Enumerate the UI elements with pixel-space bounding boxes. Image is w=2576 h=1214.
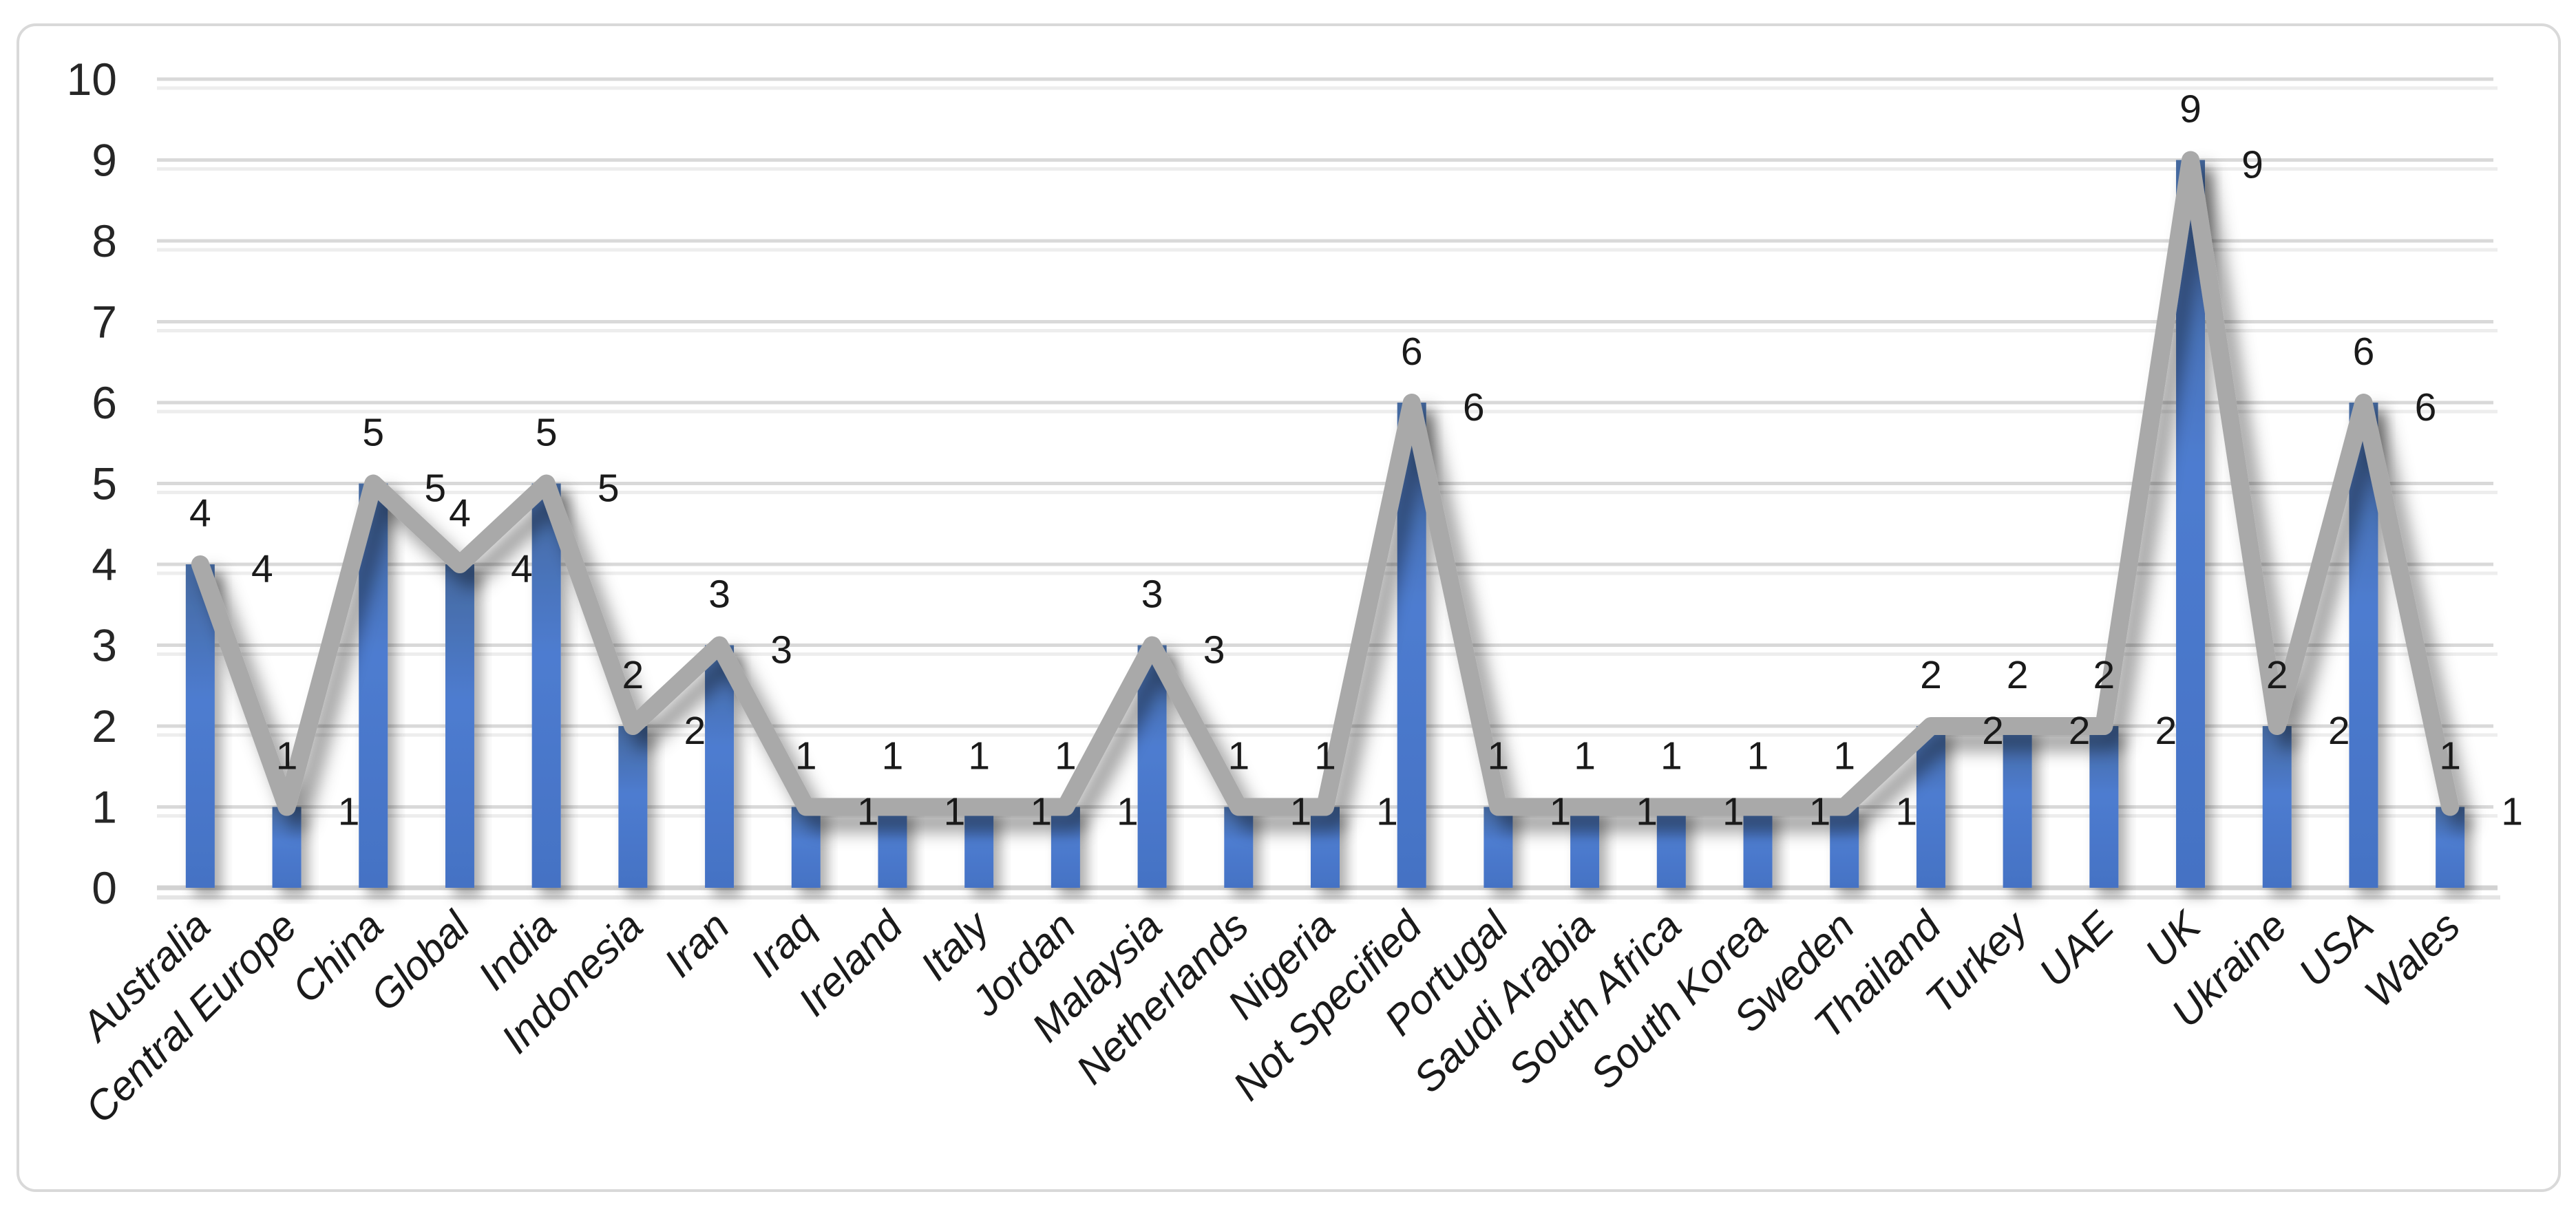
bar-label-11: 3	[1141, 573, 1163, 617]
bar-label-14: 6	[1401, 330, 1423, 374]
bar-label-25: 6	[2353, 330, 2375, 374]
bar-7	[791, 807, 821, 888]
bar-5	[618, 726, 648, 888]
y-tick-label: 6	[92, 377, 117, 428]
line-label-5: 2	[684, 709, 706, 753]
y-tick-label: 0	[92, 862, 117, 913]
line-label-10: 1	[1117, 790, 1139, 834]
bar-label-13: 1	[1314, 734, 1336, 778]
bar-label-8: 1	[882, 734, 904, 778]
y-tick-label: 2	[92, 701, 117, 752]
y-tick-label: 1	[92, 782, 117, 833]
bar-label-18: 1	[1747, 734, 1769, 778]
line-label-15: 1	[1550, 790, 1572, 834]
line-label-17: 1	[1722, 790, 1744, 834]
bar-20	[1916, 726, 1945, 888]
y-tick-label: 7	[92, 297, 117, 348]
bar-label-22: 2	[2093, 653, 2115, 697]
y-tick-label: 9	[92, 135, 117, 186]
line-label-4: 5	[598, 467, 620, 511]
line-label-20: 2	[1982, 709, 2004, 753]
line-label-0: 4	[251, 547, 273, 591]
line-label-12: 1	[1289, 790, 1311, 834]
bar-label-23: 9	[2179, 87, 2202, 131]
bar-26	[2436, 807, 2465, 888]
bar-label-15: 1	[1488, 734, 1510, 778]
line-label-11: 3	[1203, 628, 1225, 672]
bar-0	[185, 564, 215, 888]
bar-17	[1656, 807, 1686, 888]
line-label-22: 2	[2155, 709, 2177, 753]
bar-label-21: 2	[2007, 653, 2029, 697]
bar-label-4: 5	[536, 411, 558, 455]
bar-11	[1137, 645, 1167, 888]
bar-label-0: 4	[189, 491, 211, 535]
bar-15	[1484, 807, 1513, 888]
bar-label-17: 1	[1660, 734, 1682, 778]
line-label-3: 4	[511, 547, 533, 591]
bar-label-7: 1	[795, 734, 817, 778]
line-label-8: 1	[944, 790, 966, 834]
bar-16	[1570, 807, 1600, 888]
bar-4	[531, 483, 561, 888]
bar-18	[1743, 807, 1773, 888]
line-label-6: 3	[770, 628, 792, 672]
y-tick-label: 8	[92, 215, 117, 266]
bar-label-1: 1	[276, 734, 298, 778]
line-label-18: 1	[1809, 790, 1831, 834]
bar-10	[1051, 807, 1080, 888]
line-label-26: 1	[2501, 790, 2523, 834]
bar-label-19: 1	[1833, 734, 1855, 778]
line-label-7: 1	[857, 790, 879, 834]
bar-label-12: 1	[1227, 734, 1249, 778]
bar-label-3: 4	[449, 491, 471, 535]
bar-24	[2262, 726, 2292, 888]
bar-label-9: 1	[968, 734, 990, 778]
y-tick-label: 3	[92, 620, 117, 671]
bar-22	[2089, 726, 2119, 888]
line-label-25: 6	[2415, 385, 2437, 429]
line-series-path	[191, 151, 2460, 816]
line-label-23: 9	[2241, 143, 2263, 187]
bar-13	[1311, 807, 1340, 888]
bar-label-10: 1	[1055, 734, 1077, 778]
bar-label-20: 2	[1920, 653, 1942, 697]
line-label-1: 1	[338, 790, 360, 834]
line-label-13: 1	[1376, 790, 1398, 834]
bar-9	[964, 807, 994, 888]
y-tick-label: 10	[67, 54, 117, 105]
line-label-9: 1	[1030, 790, 1052, 834]
bar-6	[705, 645, 735, 888]
y-tick-label: 4	[92, 539, 117, 590]
bar-19	[1830, 807, 1859, 888]
bar-label-5: 2	[622, 653, 644, 697]
bar-3	[445, 564, 474, 888]
line-label-14: 6	[1463, 385, 1485, 429]
bar-1	[272, 807, 302, 888]
line-label-16: 1	[1636, 790, 1658, 834]
chart-border	[17, 23, 2561, 1192]
line-label-2: 5	[424, 467, 446, 511]
line-label-21: 2	[2069, 709, 2091, 753]
line-label-24: 2	[2328, 709, 2350, 753]
y-tick-label: 5	[92, 458, 117, 509]
bar-12	[1224, 807, 1254, 888]
bar-label-16: 1	[1574, 734, 1596, 778]
bar-8	[878, 807, 907, 888]
bar-21	[2003, 726, 2032, 888]
bar-label-2: 5	[362, 411, 384, 455]
line-label-19: 1	[1895, 790, 1917, 834]
bar-label-24: 2	[2266, 653, 2288, 697]
bar-label-26: 1	[2439, 734, 2461, 778]
bar-label-6: 3	[708, 573, 730, 617]
